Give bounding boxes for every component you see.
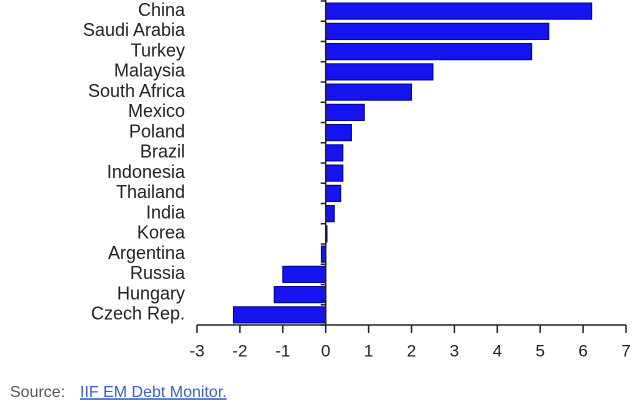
bar xyxy=(325,184,342,202)
bar xyxy=(325,103,365,121)
bar xyxy=(325,144,344,162)
y-tick-label: Russia xyxy=(130,263,186,283)
y-tick-label: Mexico xyxy=(128,101,185,121)
y-tick-label: Saudi Arabia xyxy=(83,20,186,40)
x-tick-label: -3 xyxy=(189,341,204,360)
bar xyxy=(325,43,533,61)
x-tick-label: 6 xyxy=(578,341,587,360)
x-tick-label: 2 xyxy=(407,341,416,360)
x-tick-label: -1 xyxy=(275,341,290,360)
y-tick-label: Turkey xyxy=(131,40,185,60)
y-tick-label: Malaysia xyxy=(114,61,186,81)
y-tick-label: Hungary xyxy=(117,283,185,303)
bar xyxy=(325,2,593,20)
bar xyxy=(273,286,327,304)
bar xyxy=(325,22,550,40)
x-tick-label: 3 xyxy=(450,341,459,360)
source-label: Source: xyxy=(10,384,65,401)
y-tick-label: Thailand xyxy=(116,182,185,202)
y-tick-label: China xyxy=(138,0,186,20)
y-tick-label: Korea xyxy=(137,223,186,243)
x-tick-label: 5 xyxy=(535,341,544,360)
x-tick-label: 0 xyxy=(321,341,330,360)
y-tick-label: Poland xyxy=(129,121,185,141)
y-tick-label: South Africa xyxy=(88,81,186,101)
bar xyxy=(232,306,327,324)
bar xyxy=(282,265,327,283)
x-tick-label: 4 xyxy=(493,341,502,360)
y-tick-label: Argentina xyxy=(108,243,186,263)
y-tick-label: Indonesia xyxy=(107,162,186,182)
bar xyxy=(325,164,344,182)
bar xyxy=(325,205,335,223)
x-tick-label: -2 xyxy=(232,341,247,360)
bar xyxy=(325,63,434,81)
y-tick-label: India xyxy=(146,202,186,222)
y-tick-label: Czech Rep. xyxy=(91,304,185,324)
source-link-anchor[interactable]: IIF EM Debt Monitor. xyxy=(80,384,227,401)
bar xyxy=(325,83,413,101)
bar xyxy=(325,124,352,142)
x-tick-label: 1 xyxy=(364,341,373,360)
x-tick-label: 7 xyxy=(621,341,630,360)
y-tick-label: Brazil xyxy=(140,142,185,162)
source-link[interactable]: IIF EM Debt Monitor. xyxy=(80,384,227,401)
